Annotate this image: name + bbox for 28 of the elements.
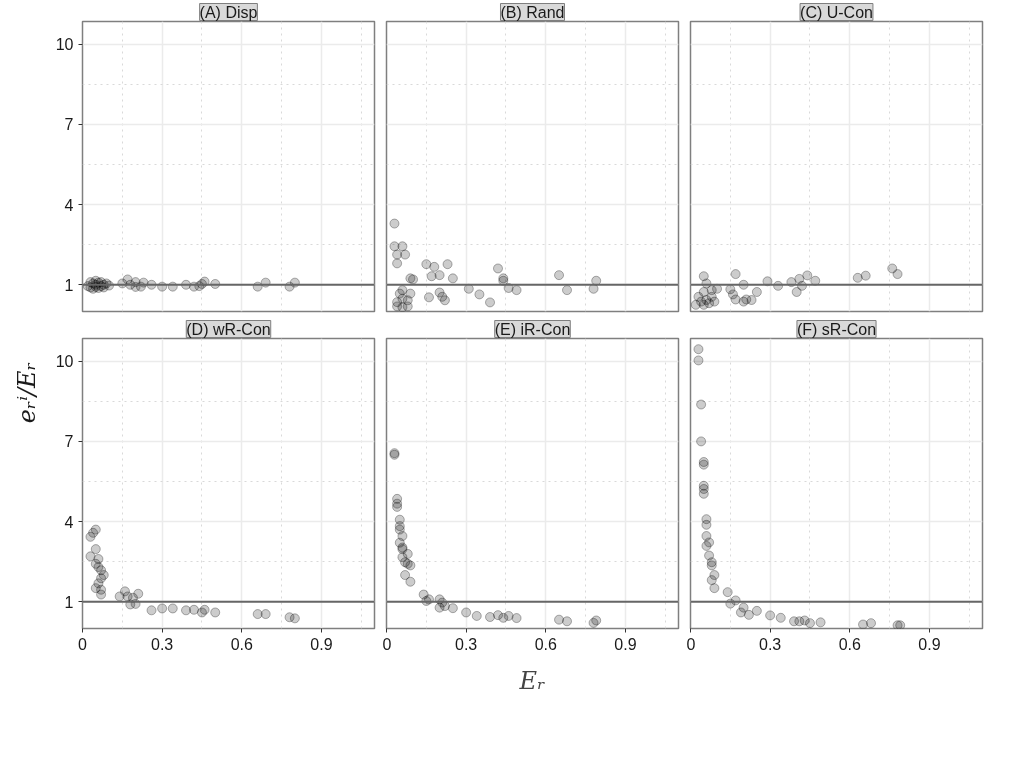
y-tick-label: 1 xyxy=(64,593,74,611)
y-tick-label: 7 xyxy=(64,116,74,134)
y-tick-label: 4 xyxy=(64,196,74,214)
x-tick-label: 0.3 xyxy=(759,635,782,653)
chart-title: (E) iR-Con xyxy=(494,320,571,338)
y-tick-label: 10 xyxy=(55,36,74,54)
y-axis-title: eᵣⁱ/Eᵣ xyxy=(12,362,41,424)
x-tick-label: 0 xyxy=(382,635,392,653)
x-tick-label: 0.9 xyxy=(310,635,333,653)
chart-title: (F) sR-Con xyxy=(796,320,877,338)
x-tick-label: 0.3 xyxy=(151,635,174,653)
chart-title: (B) Rand xyxy=(500,3,565,21)
y-tick-label: 10 xyxy=(55,353,74,371)
x-tick-label: 0 xyxy=(686,635,696,653)
y-tick-label: 4 xyxy=(64,513,74,531)
x-axis-title: Eᵣ xyxy=(518,666,546,695)
x-tick-label: 0.6 xyxy=(534,635,557,653)
x-tick-label: 0.6 xyxy=(838,635,861,653)
y-tick-label: 7 xyxy=(64,433,74,451)
x-tick-label: 0.9 xyxy=(614,635,637,653)
chart-title: (D) wR-Con xyxy=(186,320,271,338)
chart-title: (A) Disp xyxy=(199,3,258,21)
x-tick-label: 0 xyxy=(78,635,88,653)
x-tick-label: 0.6 xyxy=(230,635,253,653)
y-tick-label: 1 xyxy=(64,276,74,294)
chart-title: (C) U-Con xyxy=(800,3,873,21)
x-tick-label: 0.3 xyxy=(455,635,478,653)
x-tick-label: 0.9 xyxy=(918,635,941,653)
